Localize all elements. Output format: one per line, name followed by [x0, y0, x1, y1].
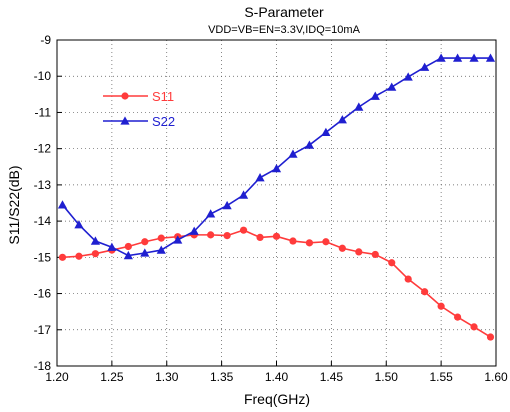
- data-point-s22: [337, 115, 347, 124]
- data-point-s11: [338, 244, 346, 252]
- data-point-s22: [107, 242, 117, 251]
- data-point-s11: [223, 232, 231, 240]
- y-tick-label: -9: [40, 33, 51, 47]
- x-tick-label: 1.55: [429, 370, 453, 384]
- y-tick-label: -10: [34, 69, 52, 83]
- y-tick-label: -13: [34, 178, 52, 192]
- data-point-s11: [239, 226, 248, 234]
- y-tick-label: -15: [34, 250, 52, 264]
- y-tick-label: -11: [35, 105, 52, 119]
- data-point-s11: [305, 239, 314, 247]
- data-point-s11: [157, 234, 165, 242]
- x-tick-label: 1.35: [210, 370, 234, 384]
- y-tick-label: -16: [34, 287, 52, 301]
- data-point-s22: [420, 62, 430, 71]
- data-point-s22: [57, 200, 68, 209]
- data-point-s22: [189, 226, 199, 235]
- data-point-s11: [388, 259, 396, 267]
- data-point-s22: [452, 53, 463, 62]
- data-point-s22: [469, 53, 479, 62]
- data-point-s11: [91, 250, 100, 258]
- y-tick-label: -14: [34, 214, 52, 228]
- data-point-s11: [421, 288, 429, 296]
- legend-marker-s22: [120, 116, 130, 125]
- data-point-s22: [123, 250, 133, 260]
- y-tick-label: -17: [34, 323, 52, 337]
- chart-subtitle: VDD=VB=EN=3.3V,IDQ=10mA: [208, 24, 361, 36]
- x-tick-label: 1.60: [484, 370, 508, 384]
- series-s22: [57, 53, 496, 260]
- x-tick-label: 1.25: [100, 370, 124, 384]
- legend: S11 S22: [103, 89, 175, 129]
- data-point-s22: [354, 102, 364, 111]
- data-point-s22: [156, 245, 166, 254]
- data-point-s11: [207, 231, 215, 239]
- data-point-s11: [404, 275, 412, 283]
- x-axis-title: Freq(GHz): [244, 391, 310, 407]
- data-point-s22: [90, 236, 101, 245]
- legend-marker-s11: [121, 92, 129, 100]
- data-point-s22: [255, 173, 265, 182]
- x-tick-label: 1.30: [155, 370, 179, 384]
- data-point-s11: [322, 238, 330, 246]
- x-tick-label: 1.40: [265, 370, 289, 384]
- data-point-s11: [289, 237, 297, 245]
- data-point-s22: [485, 53, 496, 62]
- chart-title: S-Parameter: [244, 4, 324, 20]
- data-point-s22: [370, 91, 380, 100]
- data-point-s11: [486, 333, 495, 341]
- series-layer: [57, 53, 496, 341]
- data-point-s11: [371, 250, 379, 259]
- data-point-s11: [124, 242, 132, 251]
- data-point-s11: [75, 252, 83, 260]
- data-point-s22: [74, 220, 84, 229]
- legend-label-s11: S11: [152, 89, 174, 104]
- data-point-s11: [256, 233, 264, 242]
- data-point-s22: [222, 200, 232, 210]
- data-point-s22: [387, 82, 397, 91]
- data-point-s11: [355, 248, 363, 256]
- data-point-s11: [470, 323, 478, 331]
- data-point-s11: [272, 232, 281, 240]
- data-point-s11: [141, 238, 149, 246]
- x-axis: 1.20 1.25 1.30 1.35 1.40 1.45 1.50 1.55 1.60: [45, 361, 508, 384]
- series-s11: [58, 226, 495, 341]
- data-point-s22: [238, 190, 249, 199]
- data-point-s11: [437, 302, 445, 310]
- data-point-s22: [436, 53, 446, 62]
- data-point-s11: [453, 313, 462, 321]
- y-axis-title: S11/S22(dB): [6, 165, 22, 244]
- y-axis: -9 -10 -11 -12 -13 -14 -15 -16 -17 -18: [34, 33, 62, 373]
- y-tick-label: -12: [34, 142, 52, 156]
- x-tick-label: 1.45: [320, 370, 344, 384]
- y-tick-label: -18: [34, 359, 52, 373]
- data-point-s22: [206, 209, 216, 218]
- grid-lines: [57, 40, 496, 366]
- data-point-s22: [140, 248, 150, 257]
- data-point-s22: [173, 235, 183, 244]
- data-point-s22: [403, 72, 413, 81]
- x-tick-label: 1.20: [45, 370, 69, 384]
- data-point-s22: [288, 149, 298, 158]
- data-point-s22: [321, 127, 331, 137]
- data-point-s22: [271, 163, 282, 173]
- data-point-s22: [304, 140, 315, 149]
- legend-label-s22: S22: [152, 114, 175, 129]
- data-point-s11: [58, 253, 67, 261]
- x-tick-label: 1.50: [375, 370, 399, 384]
